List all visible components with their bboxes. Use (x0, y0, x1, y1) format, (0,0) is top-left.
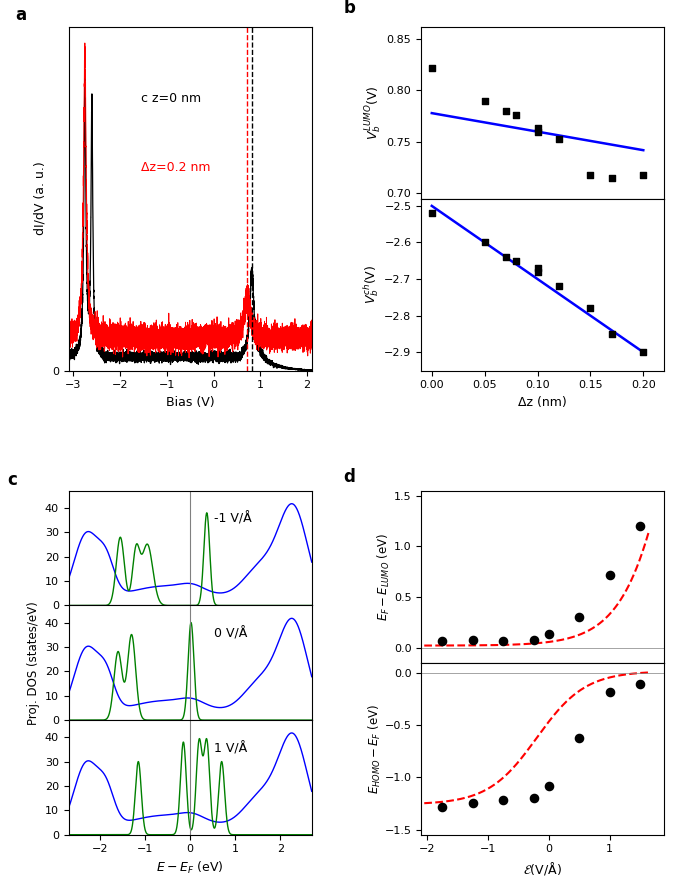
X-axis label: Bias (V): Bias (V) (166, 396, 214, 408)
Point (426, 206, 437, 220)
Text: d: d (343, 468, 356, 487)
Text: a: a (15, 5, 26, 24)
Point (498, 793, 509, 807)
Point (532, 261, 543, 275)
Point (638, 168, 649, 182)
Text: Δz=0.2 nm: Δz=0.2 nm (142, 161, 211, 174)
Point (511, 108, 522, 123)
Point (543, 627, 554, 641)
Point (606, 327, 617, 341)
Point (528, 632, 539, 646)
X-axis label: $E - E_F$ (eV): $E - E_F$ (eV) (156, 860, 224, 876)
Y-axis label: $E_{HOMO} - E_F$ (eV): $E_{HOMO} - E_F$ (eV) (367, 703, 383, 794)
Point (500, 104, 511, 118)
Text: -1 V/Å: -1 V/Å (214, 512, 252, 526)
Y-axis label: $E_F - E_{LUMO}$ (eV): $E_F - E_{LUMO}$ (eV) (376, 533, 393, 621)
Point (634, 519, 645, 534)
Point (532, 265, 543, 279)
X-axis label: $\mathcal{E}$(V/Å): $\mathcal{E}$(V/Å) (523, 860, 562, 877)
Text: 0 V/Å: 0 V/Å (214, 627, 248, 640)
Point (634, 677, 645, 691)
X-axis label: Δz (nm): Δz (nm) (519, 396, 567, 408)
Point (585, 168, 596, 182)
Point (426, 60, 437, 75)
Point (498, 633, 509, 647)
Point (467, 632, 478, 646)
Point (543, 779, 554, 793)
Text: b: b (343, 0, 356, 17)
Point (479, 93, 490, 107)
Text: c: c (8, 472, 18, 489)
Point (532, 124, 543, 139)
Point (585, 301, 596, 315)
Y-axis label: $V_b^{LUMO}$(V): $V_b^{LUMO}$(V) (364, 85, 384, 140)
Point (574, 610, 585, 624)
Y-axis label: dI/dV (a. u.): dI/dV (a. u.) (33, 162, 46, 235)
Point (532, 121, 543, 135)
Point (604, 685, 615, 699)
Point (553, 131, 564, 146)
Point (437, 633, 448, 647)
Point (437, 799, 448, 813)
Point (638, 345, 649, 360)
Point (500, 250, 511, 265)
Point (574, 731, 585, 745)
Point (528, 791, 539, 805)
Text: c z=0 nm: c z=0 nm (142, 92, 201, 106)
Point (606, 170, 617, 185)
Text: 1 V/Å: 1 V/Å (214, 741, 248, 755)
Point (467, 797, 478, 811)
Point (511, 254, 522, 268)
Y-axis label: $V_b^{ch}$(V): $V_b^{ch}$(V) (362, 265, 382, 305)
Y-axis label: Proj. DOS (states/eV): Proj. DOS (states/eV) (27, 601, 40, 725)
Point (604, 567, 615, 582)
Point (479, 235, 490, 250)
Point (553, 279, 564, 293)
